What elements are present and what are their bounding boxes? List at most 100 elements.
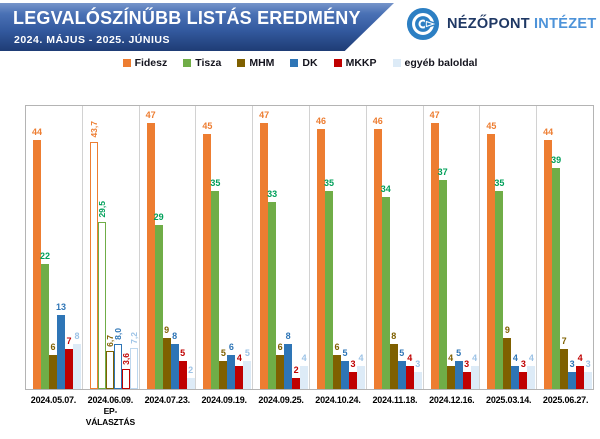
bar-mkkp bbox=[576, 366, 585, 389]
bar-fidesz bbox=[373, 129, 382, 389]
bar-wrap-fidesz: 46 bbox=[316, 117, 326, 389]
bar-cluster: 44 39 7 3 4 3 bbox=[543, 128, 593, 389]
bar-dk bbox=[284, 344, 293, 389]
bar-tisza bbox=[268, 202, 277, 389]
bar-cluster: 44 22 6 13 7 8 bbox=[32, 128, 82, 389]
bar-mkkp bbox=[178, 361, 187, 389]
bar-value-label: 4 bbox=[448, 353, 454, 363]
bar-wrap-egy-b-baloldal: 8 bbox=[73, 332, 81, 389]
bar-value-label: 3 bbox=[585, 359, 591, 369]
x-axis-label: 2024.07.23. bbox=[139, 395, 196, 428]
bar-cluster: 46 34 8 5 4 3 bbox=[373, 117, 423, 389]
bar-tisza bbox=[438, 180, 447, 389]
bar-wrap-mkkp: 4 bbox=[405, 354, 414, 389]
bar-value-label: 3 bbox=[464, 359, 470, 369]
bar-chart: 44 22 6 13 7 8 43,7 29,5 6,7 8,0 3,6 7,2 47 29 9 8 5 2 45 3… bbox=[25, 105, 594, 390]
legend-label: Tisza bbox=[195, 57, 222, 69]
bar-tisza bbox=[552, 168, 561, 389]
legend-swatch bbox=[122, 59, 131, 67]
bar-wrap-mhm: 6,7 bbox=[105, 335, 115, 389]
bar-wrap-mkkp: 5 bbox=[178, 349, 187, 389]
bar-value-label: 44 bbox=[543, 127, 554, 137]
bar-wrap-mhm: 4 bbox=[446, 354, 455, 389]
legend-label: Fidesz bbox=[134, 57, 168, 69]
bar-value-label: 35 bbox=[494, 178, 505, 188]
logo-name: NÉZŐPONT bbox=[447, 16, 530, 32]
x-axis-date: 2024.09.19. bbox=[201, 395, 247, 405]
chart-group-2024-05-07: 44 22 6 13 7 8 bbox=[26, 106, 83, 389]
bar-value-label: 2 bbox=[293, 365, 299, 375]
bar-fidesz bbox=[487, 134, 496, 389]
legend-swatch bbox=[290, 59, 299, 67]
bar-mhm bbox=[49, 355, 57, 389]
legend-swatch bbox=[237, 59, 246, 67]
bar-value-label: 4 bbox=[407, 353, 413, 363]
bar-dk bbox=[227, 355, 236, 389]
bar-value-label: 4 bbox=[512, 353, 518, 363]
x-axis-date: 2024.12.16. bbox=[429, 395, 475, 405]
bar-fidesz bbox=[544, 140, 553, 389]
bar-egy-b-baloldal bbox=[186, 378, 195, 389]
bar-tisza bbox=[41, 264, 49, 389]
bar-wrap-mhm: 6 bbox=[276, 343, 285, 389]
bar-wrap-tisza: 29 bbox=[154, 213, 164, 389]
bar-wrap-fidesz: 44 bbox=[32, 128, 42, 389]
bar-dk bbox=[113, 344, 122, 389]
bar-wrap-fidesz: 47 bbox=[259, 111, 269, 389]
bar-egy-b-baloldal bbox=[413, 372, 422, 389]
bar-mhm bbox=[219, 361, 228, 389]
bar-wrap-dk: 5 bbox=[397, 349, 406, 389]
bar-value-label: 7 bbox=[561, 336, 567, 346]
bar-value-label: 39 bbox=[551, 155, 562, 165]
legend-swatch bbox=[392, 59, 401, 67]
bar-value-label: 37 bbox=[437, 167, 448, 177]
bar-value-label: 34 bbox=[380, 184, 391, 194]
bar-value-label: 8 bbox=[391, 331, 397, 341]
bar-wrap-mhm: 6 bbox=[332, 343, 341, 389]
bar-value-label: 44 bbox=[31, 127, 43, 137]
bar-egy-b-baloldal bbox=[356, 366, 365, 389]
bar-value-label: 6 bbox=[334, 342, 340, 352]
bar-value-label: 2 bbox=[188, 365, 194, 375]
bar-mhm bbox=[503, 338, 512, 389]
bar-mhm bbox=[105, 351, 114, 389]
bar-dk bbox=[340, 361, 349, 389]
bar-fidesz bbox=[33, 140, 41, 389]
legend-swatch bbox=[333, 59, 342, 67]
bar-dk bbox=[511, 366, 520, 389]
bar-value-label: 8 bbox=[74, 331, 80, 341]
bar-mhm bbox=[332, 355, 341, 389]
bar-cluster: 46 35 6 5 3 4 bbox=[316, 117, 366, 389]
bar-wrap-egy-b-baloldal: 3 bbox=[584, 360, 593, 389]
bar-wrap-mhm: 9 bbox=[162, 326, 171, 389]
chart-group-2024-10-24: 46 35 6 5 3 4 bbox=[310, 106, 367, 389]
bar-value-label: 8 bbox=[285, 331, 291, 341]
x-axis-label: 2024.10.24. bbox=[310, 395, 367, 428]
legend-item-egy-b-baloldal: egyéb baloldal bbox=[392, 57, 477, 69]
bar-value-label: 3 bbox=[350, 359, 356, 369]
page-subtitle: 2024. MÁJUS - 2025. JÚNIUS bbox=[14, 34, 170, 46]
legend-label: MHM bbox=[249, 57, 275, 69]
bar-value-label: 33 bbox=[267, 189, 278, 199]
bar-wrap-dk: 8 bbox=[284, 332, 293, 389]
bar-egy-b-baloldal bbox=[243, 361, 252, 389]
bar-wrap-fidesz: 44 bbox=[543, 128, 553, 389]
bar-wrap-dk: 3 bbox=[568, 360, 577, 389]
bar-value-label: 4 bbox=[528, 353, 534, 363]
logo-suffix: INTÉZET bbox=[533, 16, 597, 32]
bar-value-label: 4 bbox=[301, 353, 307, 363]
legend-item-tisza: Tisza bbox=[183, 57, 221, 69]
bar-mkkp bbox=[405, 366, 414, 389]
bar-dk bbox=[170, 344, 179, 389]
bar-value-label: 4 bbox=[236, 353, 242, 363]
bar-wrap-tisza: 35 bbox=[324, 179, 334, 389]
bar-value-label: 29 bbox=[153, 212, 164, 222]
bar-cluster: 47 33 6 8 2 4 bbox=[259, 111, 309, 389]
bar-wrap-dk: 8,0 bbox=[113, 328, 123, 389]
bar-mhm bbox=[446, 366, 455, 389]
bar-egy-b-baloldal bbox=[470, 366, 479, 389]
bar-value-label: 9 bbox=[164, 325, 170, 335]
bar-wrap-egy-b-baloldal: 7,2 bbox=[129, 332, 139, 389]
bar-value-label: 13 bbox=[55, 302, 67, 312]
bar-wrap-tisza: 37 bbox=[438, 168, 448, 389]
